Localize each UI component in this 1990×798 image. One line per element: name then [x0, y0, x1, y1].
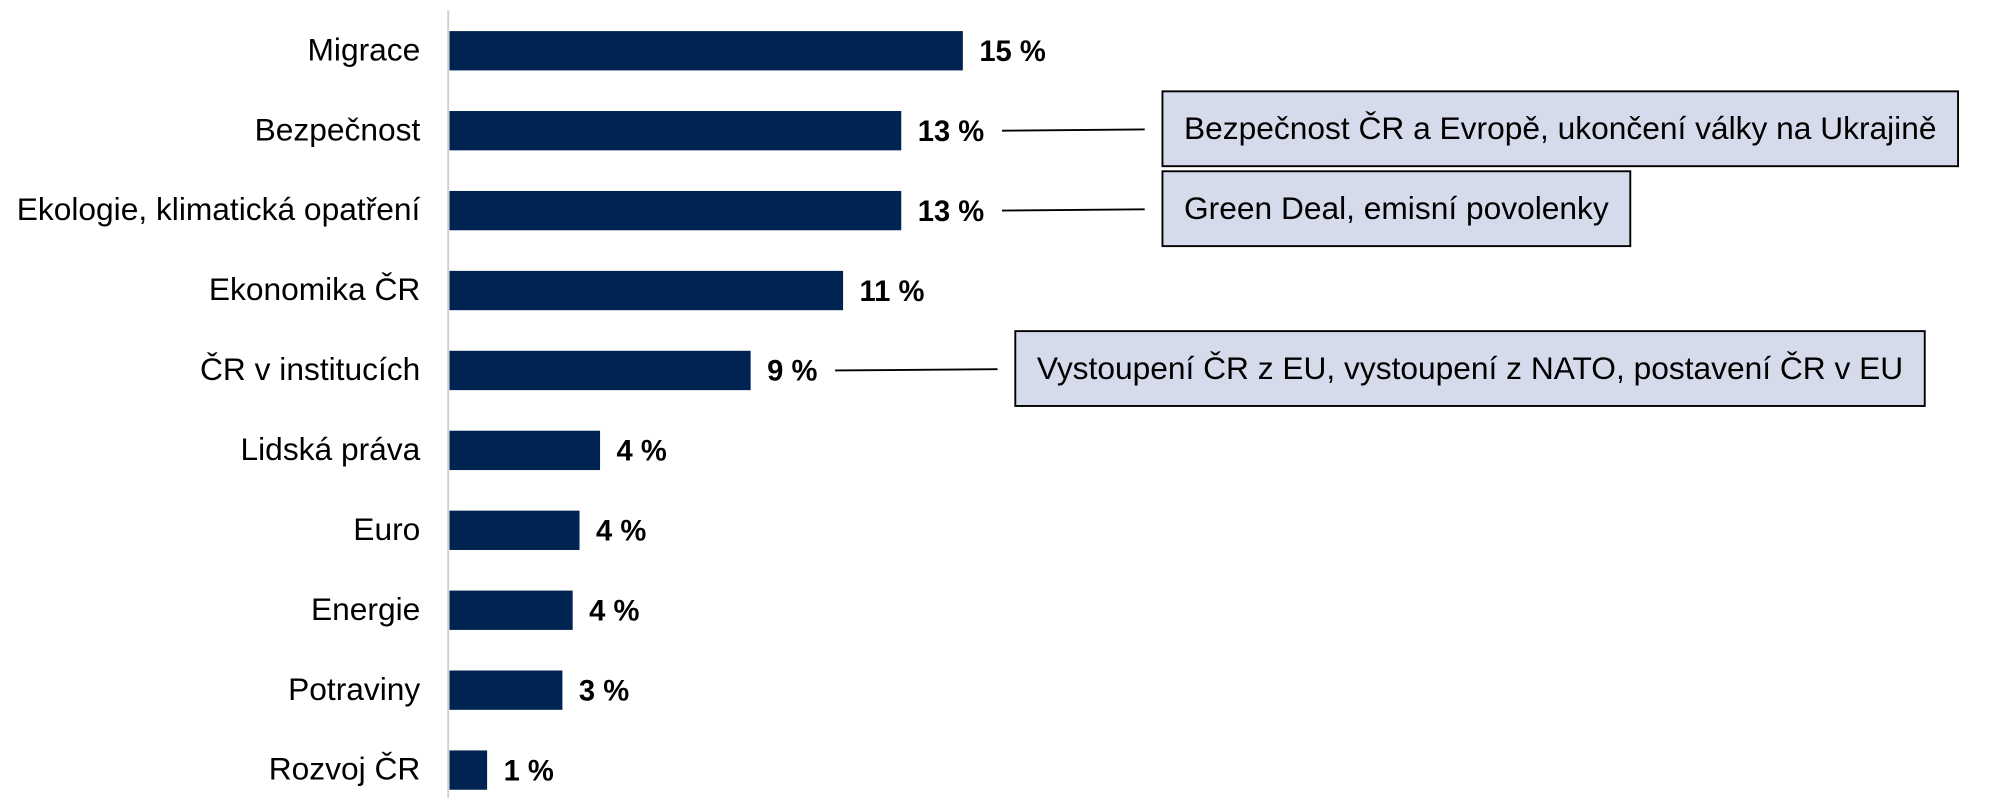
category-label: Euro — [353, 511, 420, 547]
category-label: ČR v institucích — [200, 351, 420, 387]
bar — [449, 350, 751, 391]
annotation-box — [1014, 330, 1926, 407]
annotation-text: Bezpečnost ČR a Evropě, ukončení války n… — [1184, 110, 1936, 146]
bar — [449, 590, 573, 630]
bar — [449, 111, 902, 151]
value-label: 4 % — [589, 595, 639, 627]
value-label: 13 % — [918, 116, 985, 148]
bar — [449, 510, 580, 550]
category-label: Ekologie, klimatická opatření — [17, 191, 421, 227]
category-label: Bezpečnost — [255, 111, 421, 147]
value-label: 4 % — [596, 516, 646, 548]
category-label: Lidská práva — [241, 431, 421, 467]
annotation-connector — [1001, 128, 1145, 132]
value-label: 15 % — [979, 36, 1046, 68]
bar — [449, 750, 488, 790]
value-label: 13 % — [918, 196, 985, 228]
annotation-box — [1161, 170, 1632, 248]
value-label: 11 % — [860, 276, 925, 308]
bar — [449, 670, 563, 710]
bar — [449, 190, 902, 231]
value-label: 3 % — [579, 675, 629, 707]
category-label: Ekonomika ČR — [209, 271, 420, 307]
value-label: 1 % — [504, 755, 554, 787]
annotation-text: Vystoupení ČR z EU, vystoupení z NATO, p… — [1037, 350, 1903, 386]
bar — [449, 430, 601, 471]
annotation-text: Green Deal, emisní povolenky — [1184, 190, 1609, 226]
annotation-box — [1161, 90, 1960, 168]
bar — [449, 31, 963, 71]
category-label: Energie — [311, 591, 420, 627]
category-label: Rozvoj ČR — [269, 751, 421, 787]
value-label: 4 % — [617, 436, 667, 468]
category-label: Migrace — [308, 31, 421, 67]
annotation-connector — [1001, 208, 1145, 212]
category-label: Potraviny — [288, 671, 420, 707]
bar — [449, 270, 844, 311]
value-label: 9 % — [767, 356, 817, 388]
annotation-connector — [835, 368, 998, 372]
